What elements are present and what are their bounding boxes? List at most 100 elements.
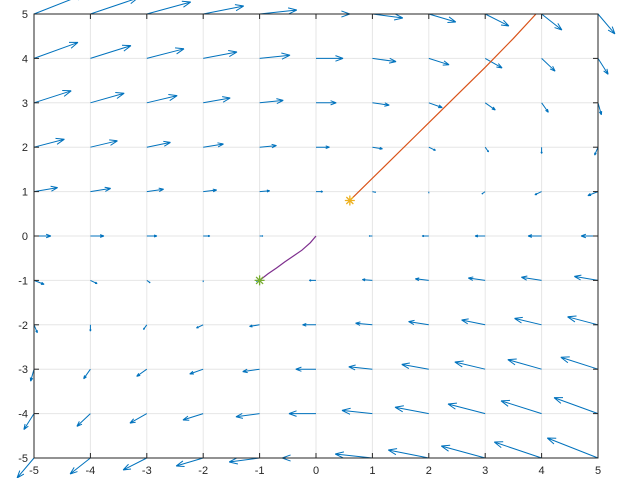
- field-arrow: [362, 278, 373, 282]
- field-arrow: [129, 413, 148, 424]
- field-arrow: [90, 0, 137, 15]
- field-arrow: [76, 413, 91, 427]
- field-arrow: [428, 13, 457, 24]
- field-arrow: [203, 96, 231, 104]
- field-arrow: [428, 146, 436, 151]
- field-arrow: [228, 457, 260, 465]
- field-arrow: [203, 188, 217, 193]
- field-arrow: [33, 324, 38, 334]
- field-arrow: [146, 234, 158, 238]
- field-arrow: [368, 235, 373, 237]
- field-arrow: [33, 41, 79, 59]
- axis-ticks: -5 -4 -3 -2 -1 0 1 2 3 4 5 -5 -4 -3 -2 -1 0 1 2 3 4 5: [18, 9, 601, 477]
- field-arrow: [175, 457, 204, 468]
- field-arrow: [484, 146, 490, 153]
- x-tick-label: 1: [369, 465, 375, 477]
- field-arrow: [146, 279, 151, 284]
- x-tick-label: 2: [426, 465, 432, 477]
- field-arrow: [302, 322, 316, 327]
- field-arrow: [394, 405, 429, 415]
- field-arrow: [421, 234, 429, 238]
- field-arrow: [372, 13, 404, 21]
- field-arrow: [146, 94, 178, 104]
- field-arrow: [468, 276, 486, 281]
- x-tick-label: 0: [313, 465, 319, 477]
- field-arrow: [521, 275, 542, 281]
- x-tick-label: -5: [29, 465, 39, 477]
- field-arrow: [507, 358, 542, 370]
- field-arrow: [122, 457, 148, 471]
- field-arrow: [428, 57, 450, 66]
- field-arrow: [146, 47, 185, 59]
- field-arrow: [242, 368, 260, 374]
- field-arrow: [288, 410, 316, 417]
- field-arrow: [69, 457, 91, 475]
- field-arrow: [33, 137, 65, 148]
- y-tick-label: -5: [18, 453, 28, 465]
- x-tick-label: -4: [86, 465, 96, 477]
- field-arrow: [90, 234, 105, 238]
- field-arrow: [484, 13, 510, 27]
- field-arrow: [355, 321, 373, 326]
- y-tick-label: 5: [22, 9, 28, 21]
- field-arrow: [454, 360, 486, 370]
- field-arrow: [597, 102, 603, 116]
- field-arrow: [541, 13, 563, 31]
- field-arrow: [146, 187, 164, 193]
- field-arrow: [428, 102, 443, 109]
- field-arrow: [372, 191, 377, 194]
- field-arrow: [372, 146, 383, 150]
- field-arrow: [474, 234, 486, 238]
- field-arrow: [594, 147, 599, 156]
- field-arrow: [235, 413, 260, 419]
- field-arrow: [316, 100, 337, 106]
- field-arrow: [196, 324, 204, 329]
- field-arrow: [461, 318, 486, 326]
- field-arrow: [334, 451, 373, 459]
- field-arrow: [341, 407, 373, 415]
- field-arrow: [89, 324, 92, 332]
- field-arrow: [546, 437, 599, 459]
- start-marker-2: [344, 195, 355, 206]
- field-arrow: [309, 279, 316, 282]
- field-arrow: [408, 319, 429, 326]
- y-tick-label: -2: [18, 320, 28, 332]
- field-arrow: [481, 191, 486, 195]
- field-arrow: [83, 368, 91, 380]
- field-arrow: [500, 399, 542, 415]
- field-arrow: [316, 55, 344, 62]
- x-tick-label: -3: [142, 465, 152, 477]
- field-arrow: [203, 234, 211, 238]
- field-arrow: [540, 147, 543, 154]
- field-arrow: [146, 140, 171, 148]
- start-markers: [254, 195, 355, 286]
- vector-field: [16, 0, 616, 478]
- field-arrow: [560, 356, 599, 370]
- y-tick-label: 3: [22, 98, 28, 110]
- field-arrow: [484, 57, 503, 69]
- field-arrow: [295, 366, 316, 372]
- field-arrow: [203, 50, 238, 59]
- x-tick-label: 5: [595, 465, 601, 477]
- field-arrow: [372, 102, 390, 107]
- field-arrow: [249, 324, 260, 328]
- field-arrow: [142, 324, 148, 331]
- field-arrow: [189, 368, 204, 375]
- field-arrow: [553, 397, 599, 415]
- field-arrow: [90, 44, 132, 59]
- field-arrow: [514, 316, 542, 326]
- field-arrow: [182, 413, 204, 421]
- y-tick-label: -4: [18, 409, 28, 421]
- field-arrow: [534, 191, 542, 196]
- field-arrow: [597, 58, 609, 75]
- trajectory-line-0: [349, 13, 537, 201]
- y-tick-label: 2: [22, 142, 28, 154]
- field-arrow: [90, 139, 118, 148]
- trajectory-line-1: [259, 235, 317, 281]
- field-arrow: [387, 448, 429, 459]
- field-arrow: [23, 413, 35, 430]
- field-arrow: [348, 364, 373, 371]
- field-arrow: [597, 13, 616, 35]
- field-arrow: [203, 142, 224, 148]
